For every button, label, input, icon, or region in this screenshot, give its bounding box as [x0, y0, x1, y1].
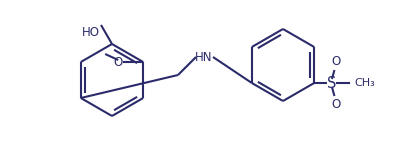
Text: HN: HN [195, 51, 212, 63]
Text: HO: HO [82, 26, 100, 39]
Text: O: O [331, 55, 340, 68]
Text: S: S [327, 76, 336, 90]
Text: O: O [331, 98, 340, 111]
Text: CH₃: CH₃ [353, 78, 374, 88]
Text: O: O [113, 56, 122, 68]
